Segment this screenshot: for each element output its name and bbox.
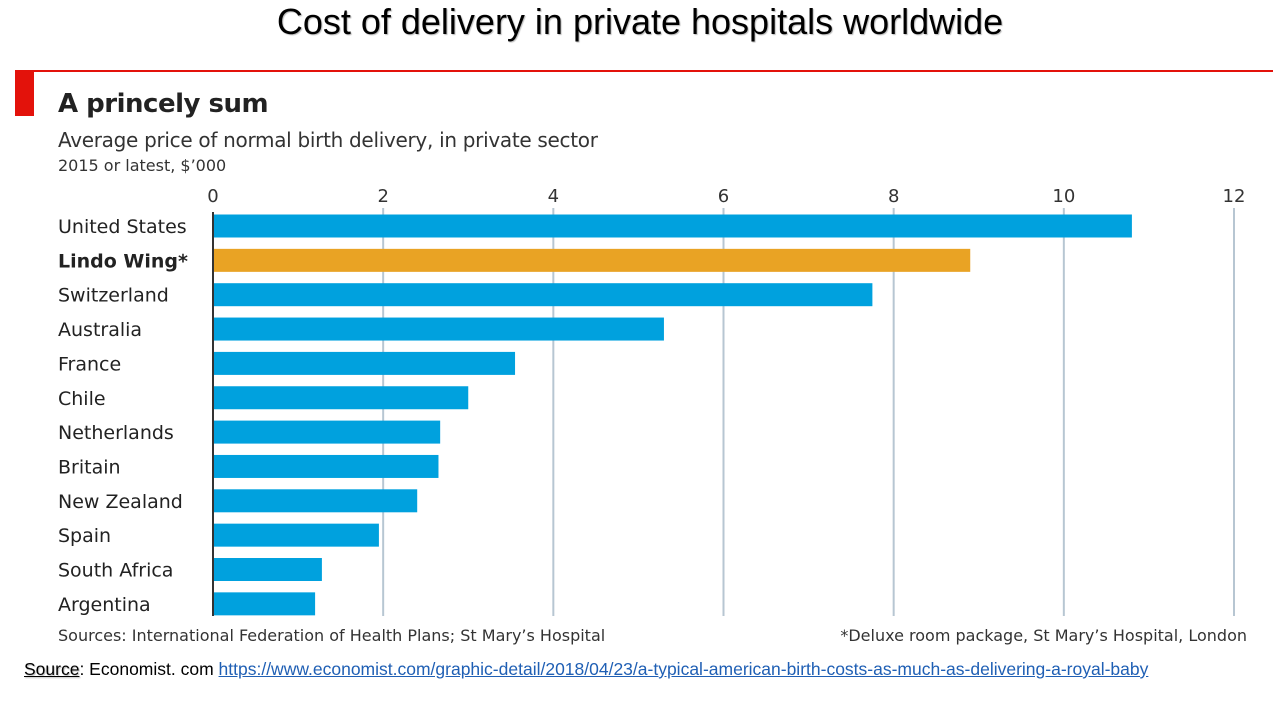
header-rule [15,70,1273,72]
category-label: Netherlands [58,422,174,444]
category-labels: United States Lindo Wing* Switzerland Austr… [58,216,188,616]
x-tick-label: 12 [1223,186,1246,207]
citation-label: Source [24,659,80,679]
category-label: United States [58,216,187,238]
chart-subtitle: Average price of normal birth delivery, … [58,128,598,152]
bar [213,454,439,478]
category-label: South Africa [58,560,173,582]
gridlines [382,208,1235,616]
slide-title: Cost of delivery in private hospitals wo… [276,1,1004,42]
x-tick-label: 10 [1052,186,1075,207]
bars [213,214,1132,616]
citation-text: : Economist. com [79,659,219,679]
category-label: New Zealand [58,491,183,513]
x-tick-label: 0 [207,186,218,207]
citation-link[interactable]: https://www.economist.com/graphic-detail… [218,659,1149,679]
bar [213,317,664,341]
x-tick-label: 2 [377,186,388,207]
category-label: Switzerland [58,285,169,307]
bar [213,523,379,547]
x-tick-label: 6 [718,186,729,207]
chart-title: A princely sum [58,89,269,119]
citation: Source: Economist. com https://www.econo… [24,656,1244,682]
bar [213,592,316,616]
bar [213,489,418,513]
bar [213,558,322,581]
bar [213,283,873,307]
chart-unit-note: 2015 or latest, $’000 [58,156,227,175]
category-label: Chile [58,388,106,410]
bar [213,420,441,444]
category-label: Lindo Wing* [58,250,188,272]
bar [213,386,469,410]
chart-footnote: *Deluxe room package, St Mary’s Hospital… [840,626,1247,645]
bar [213,214,1132,238]
category-label: Spain [58,525,111,547]
brand-tag [15,70,34,116]
x-tick-label: 4 [548,186,559,207]
x-tick-label: 8 [888,186,899,207]
category-label: France [58,353,121,375]
category-label: Australia [58,319,142,341]
chart-sources: Sources: International Federation of Hea… [58,626,606,645]
bar [213,248,971,272]
category-label: Argentina [58,594,151,616]
bar [213,351,516,375]
x-tick-labels: 0 2 4 6 8 10 12 [207,186,1245,207]
category-label: Britain [58,456,121,478]
